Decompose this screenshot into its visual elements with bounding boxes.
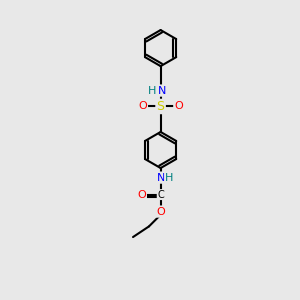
Text: C: C xyxy=(157,190,164,200)
Text: H: H xyxy=(165,172,174,183)
Text: H: H xyxy=(148,85,157,96)
Text: N: N xyxy=(158,85,166,96)
Text: O: O xyxy=(138,101,147,112)
Text: N: N xyxy=(156,172,165,183)
Text: S: S xyxy=(157,100,165,113)
Text: O: O xyxy=(174,101,183,112)
Text: O: O xyxy=(156,207,165,217)
Text: O: O xyxy=(137,190,146,200)
